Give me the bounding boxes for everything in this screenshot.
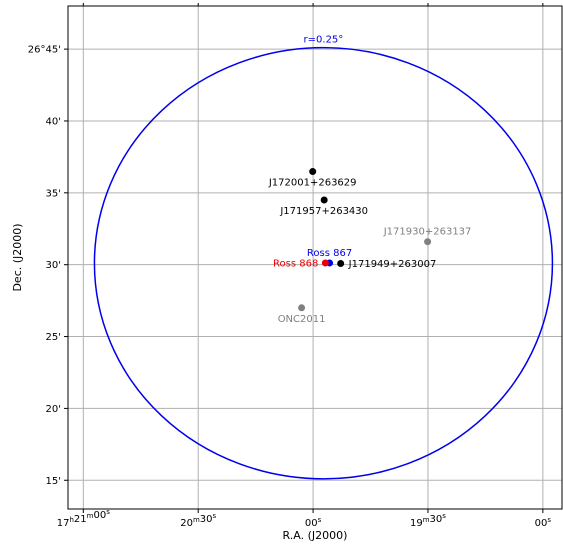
x-tick-label: 20m30s — [180, 512, 216, 529]
y-tick-label: 25' — [46, 332, 61, 343]
source-label: J172001+263629 — [268, 178, 357, 189]
grid — [68, 6, 562, 509]
source-marker — [298, 304, 306, 312]
source-marker — [309, 168, 317, 176]
x-tick-label: 00s — [305, 516, 322, 529]
plot-frame — [67, 5, 563, 510]
axis-ticks: 17h21m00s 20m30s 00s 19m30s 00s 26°45' 40' 35' 3… — [28, 3, 552, 529]
source-label: Ross 868 — [273, 258, 318, 269]
source-label: J171930+263137 — [383, 227, 472, 238]
source-label: J171949+263007 — [348, 259, 437, 270]
source-marker — [337, 260, 345, 268]
y-tick-label: 35' — [46, 188, 61, 199]
y-tick-label: 20' — [46, 404, 61, 415]
y-axis-label: Dec. (J2000) — [11, 223, 24, 291]
search-circle — [93, 46, 554, 480]
source-label: J171957+263430 — [279, 206, 368, 217]
x-tick-label: 19m30s — [410, 512, 446, 529]
x-axis-label: R.A. (J2000) — [283, 529, 348, 542]
source-marker — [320, 196, 328, 204]
sources: J172001+263629 J171957+263430 J171930+2631… — [268, 168, 472, 325]
source-marker — [321, 259, 329, 267]
y-tick-label: 15' — [46, 476, 61, 487]
y-tick-label: 30' — [46, 260, 61, 271]
y-tick-label: 40' — [46, 116, 61, 127]
source-label: Ross 867 — [307, 248, 352, 259]
circle-radius-label: r=0.25° — [304, 35, 344, 46]
y-tick-label: 26°45' — [28, 45, 61, 56]
x-tick-label: 00s — [535, 516, 552, 529]
source-label: ONC2011 — [278, 314, 326, 325]
source-marker — [424, 238, 432, 246]
search-radius: r=0.25° — [93, 35, 554, 480]
x-tick-label: 17h21m00s — [57, 508, 110, 529]
